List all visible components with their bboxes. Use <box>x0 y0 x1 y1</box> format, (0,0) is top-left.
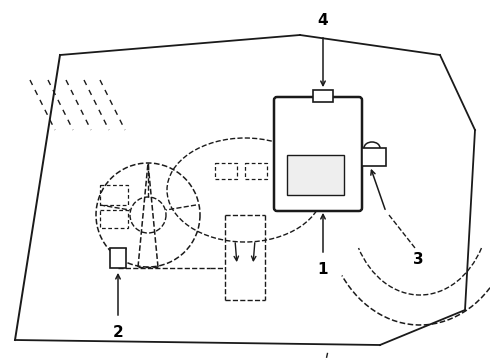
Bar <box>313 90 333 102</box>
Text: 4: 4 <box>318 13 328 28</box>
Text: 3: 3 <box>413 252 423 267</box>
Bar <box>110 248 126 268</box>
FancyBboxPatch shape <box>274 97 362 211</box>
Bar <box>245 163 267 179</box>
Bar <box>362 148 386 166</box>
Text: 2: 2 <box>113 325 123 340</box>
Bar <box>100 210 128 228</box>
Bar <box>287 155 344 195</box>
Bar <box>100 185 128 205</box>
Text: 1: 1 <box>318 262 328 277</box>
Bar <box>215 163 237 179</box>
